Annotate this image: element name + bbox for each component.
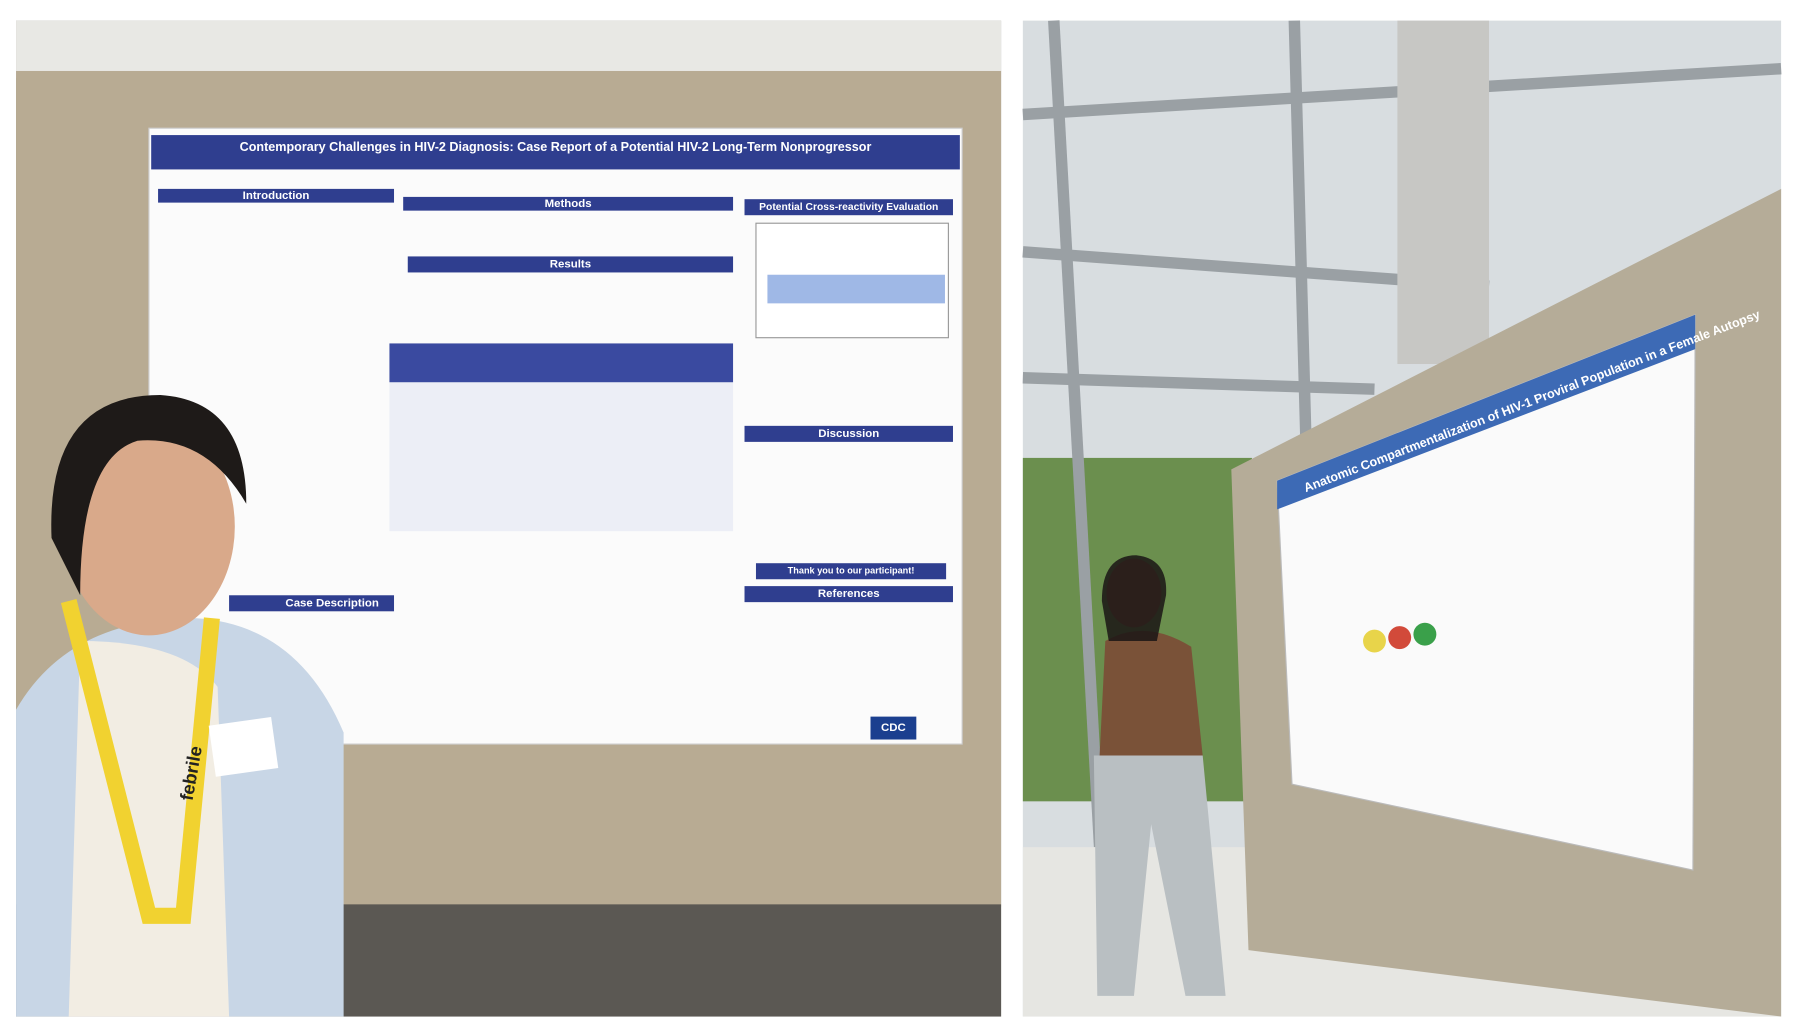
graph-band: [767, 274, 945, 304]
person-hair: [1101, 555, 1167, 642]
name-badge: [208, 716, 279, 777]
section-heading: Discussion: [818, 428, 879, 440]
section-bar: [744, 199, 953, 216]
poster-header: [151, 135, 960, 170]
thanks-bar: [755, 563, 947, 580]
logo-text: CDC: [881, 722, 906, 734]
person-face: [62, 417, 235, 636]
figure-dot: [1388, 626, 1412, 650]
results-table-header: [389, 343, 734, 383]
results-table: [389, 382, 734, 532]
ceiling: [16, 20, 1002, 78]
section-bar: [744, 586, 953, 603]
person-pants: [1093, 755, 1226, 996]
figure-dot: [1413, 622, 1437, 646]
section-heading: References: [818, 588, 880, 600]
figure-dot: [1363, 629, 1386, 653]
logo: [870, 716, 917, 740]
thanks: Thank you to our participant!: [788, 566, 915, 576]
section-bar: [229, 595, 395, 612]
pillar: [1397, 20, 1490, 365]
section-heading: Results: [550, 258, 591, 270]
left-photo: Contemporary Challenges in HIV-2 Diagnos…: [16, 20, 1002, 1017]
person-hair: [51, 394, 247, 596]
section-heading: Case Description: [285, 597, 378, 609]
lanyard: [60, 599, 220, 924]
section-bar: [744, 425, 953, 442]
section-bar: [407, 256, 734, 273]
section-heading: Methods: [545, 198, 592, 210]
poster-title: Contemporary Challenges in HIV-2 Diagnos…: [240, 140, 872, 154]
right-photo: Anatomic Compartmentalization of HIV-1 P…: [1022, 20, 1782, 1017]
section-bar: [158, 188, 395, 203]
section-bar: [403, 196, 734, 211]
person-shirt: [1099, 630, 1203, 756]
poster-header: [1277, 314, 1696, 510]
section-heading: Introduction: [243, 190, 310, 202]
section-heading: Potential Cross-reactivity Evaluation: [759, 202, 938, 213]
